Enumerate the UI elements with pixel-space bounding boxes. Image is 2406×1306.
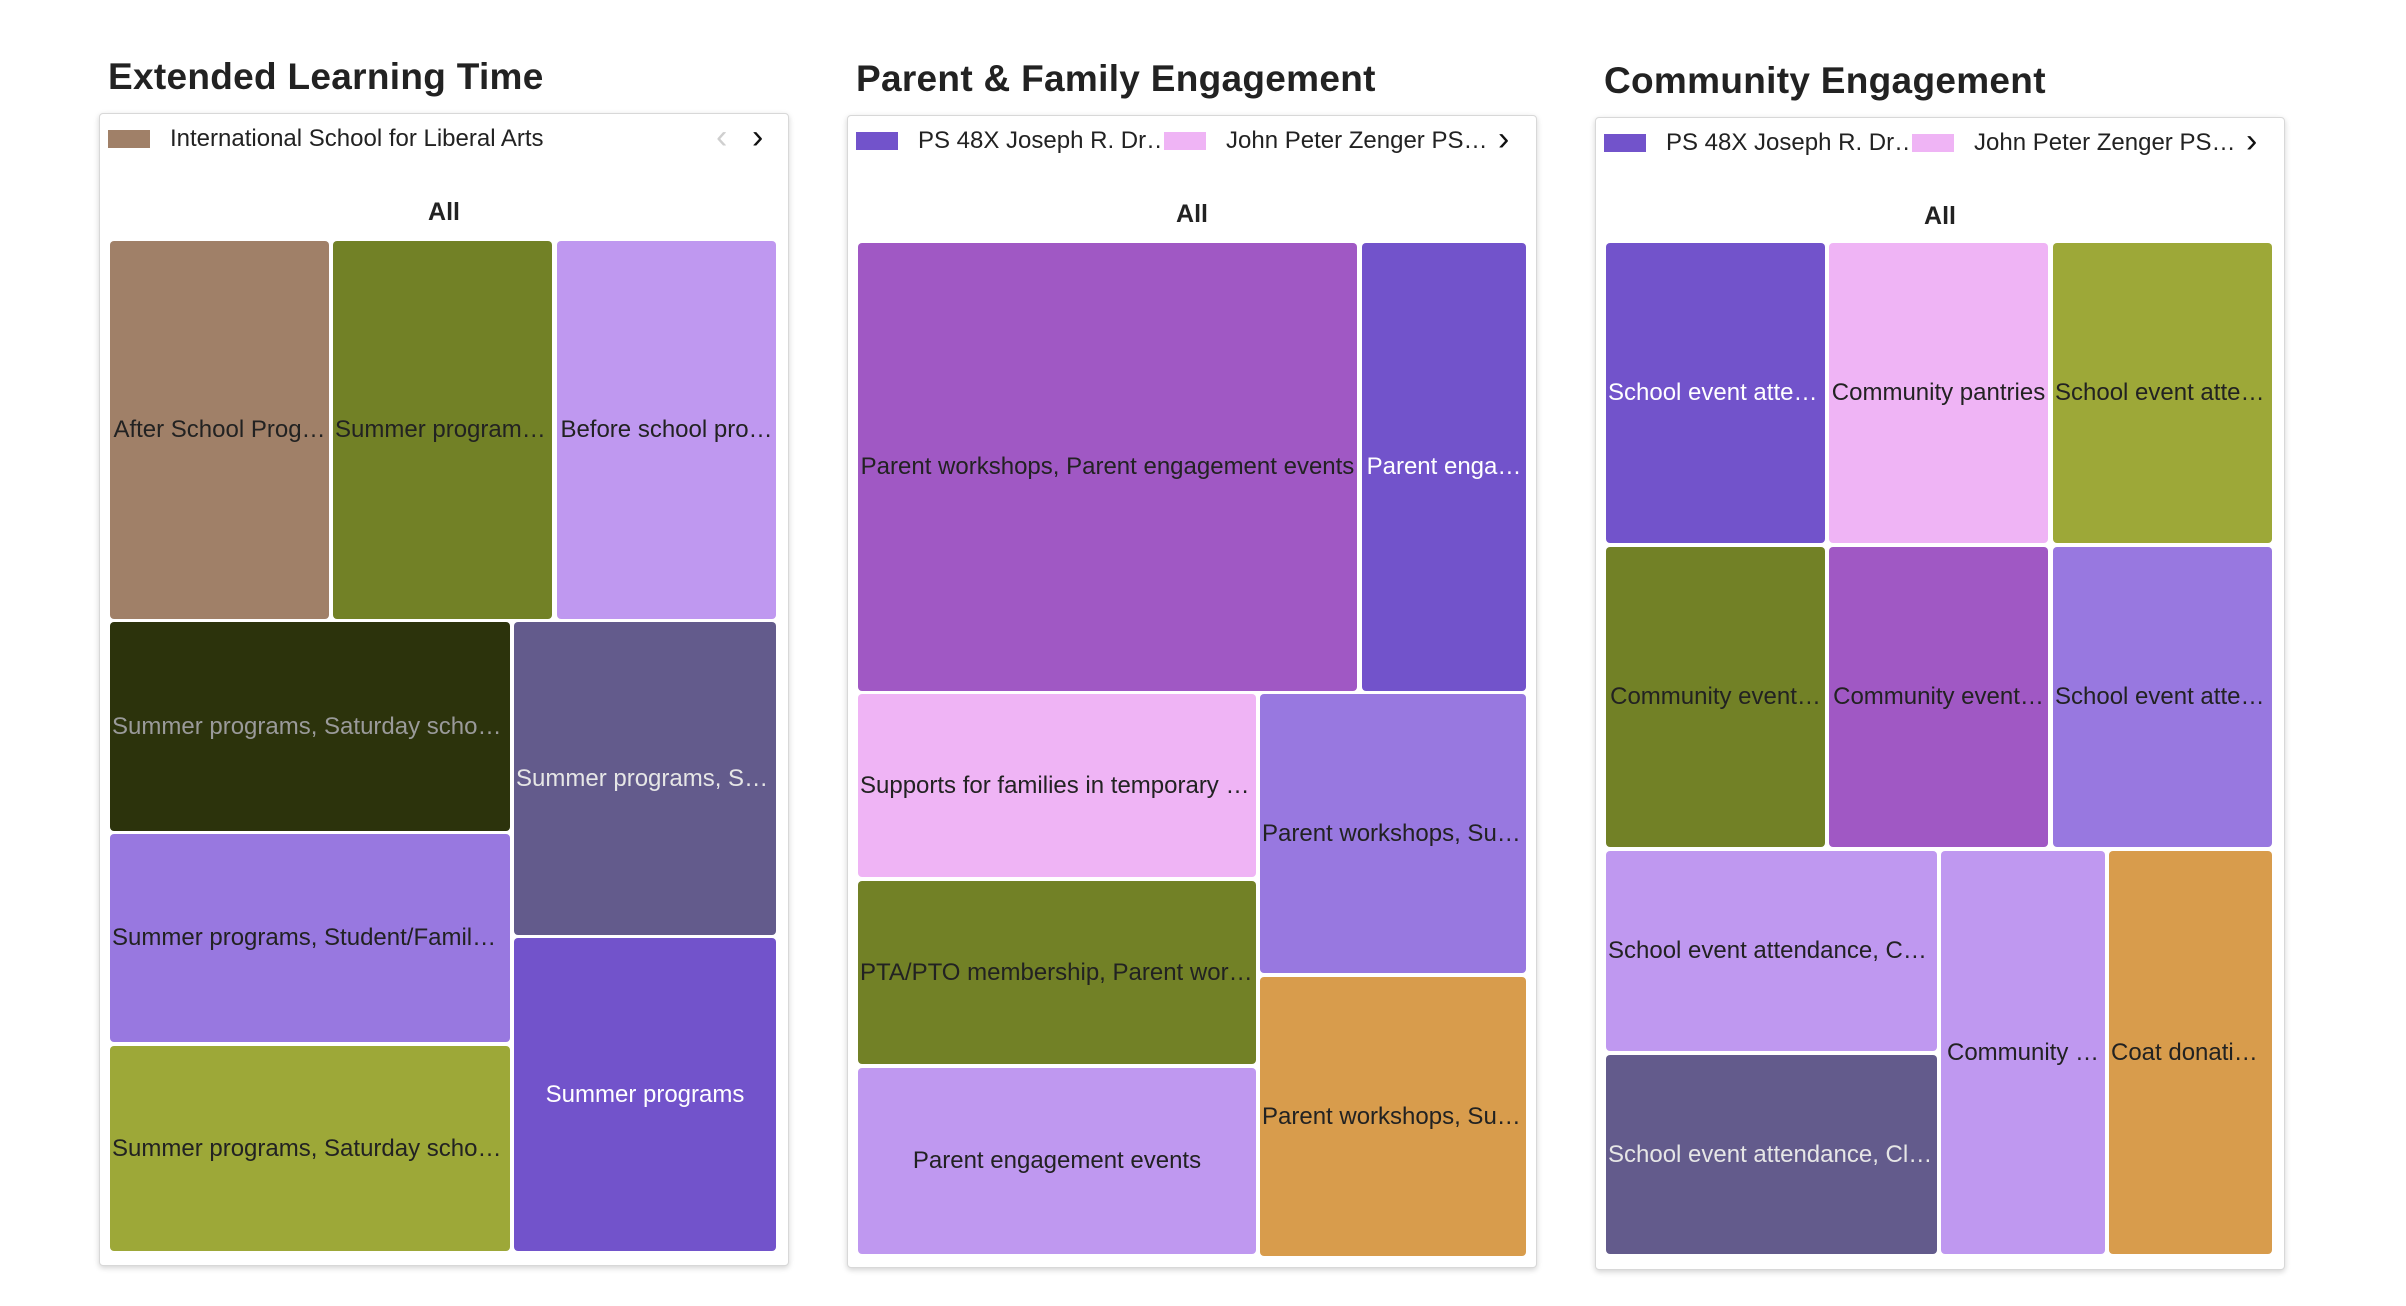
treemap-tile[interactable]: Supports for families in temporary h…: [858, 694, 1256, 877]
chart-title-parent-family: Parent & Family Engagement: [856, 58, 1376, 99]
treemap-tile-label: After School Prog…: [113, 416, 326, 443]
treemap-tile-label: Community event…: [1610, 683, 1821, 710]
treemap-tile-label: School event attendance, Clot…: [1608, 1140, 1937, 1168]
treemap-area: After School Prog… Summer programs… Before…: [100, 114, 788, 1265]
treemap-area: School event atten… Community pantries Sch…: [1596, 118, 2284, 1269]
treemap-tile[interactable]: Community pantries: [1829, 243, 2048, 543]
chart-title-community: Community Engagement: [1604, 60, 2046, 101]
treemap-tile[interactable]: Parent enga…: [1362, 243, 1526, 691]
treemap-tile-label: Summer programs: [545, 1080, 745, 1108]
legend-next-icon[interactable]: ›: [2246, 122, 2258, 160]
treemap-tile-label: School event attendance, Com…: [1608, 937, 1937, 964]
legend: International School for Liberal Arts ‹ …: [100, 114, 788, 164]
legend-item[interactable]: International School for Liberal Arts: [108, 122, 544, 156]
treemap-tile-label: Parent workshops, Parent engagement even…: [860, 453, 1355, 480]
treemap-tile[interactable]: Summer programs: [514, 938, 776, 1251]
treemap-tile[interactable]: Parent workshops, Parent engagement even…: [858, 243, 1357, 691]
chart-card-parent-family: PS 48X Joseph R. Dr… John Peter Zenger P…: [847, 115, 1537, 1268]
legend-swatch: [1912, 134, 1954, 152]
treemap-tile-label: School event atten…: [2055, 683, 2272, 710]
treemap-tile[interactable]: Summer programs…: [333, 241, 552, 619]
legend-label: International School for Liberal Arts: [170, 125, 544, 152]
treemap-tile-label: Before school pro…: [560, 416, 773, 443]
treemap-tile[interactable]: Before school pro…: [557, 241, 776, 619]
legend-label: John Peter Zenger PS…: [1226, 127, 1488, 154]
treemap-tile-label: Supports for families in temporary h…: [860, 771, 1256, 799]
treemap-tile[interactable]: Summer programs, Saturday school, …: [110, 1046, 510, 1251]
treemap-tile-label: Community …: [1946, 1038, 2100, 1066]
treemap-root-label: All: [1924, 202, 1956, 230]
chart-card-community: PS 48X Joseph R. Dr… John Peter Zenger P…: [1595, 117, 2285, 1270]
treemap-tile[interactable]: After School Prog…: [110, 241, 329, 619]
treemap-tile-label: Coat donatio…: [2111, 1038, 2272, 1066]
legend-swatch: [108, 130, 150, 148]
chart-title-extended-learning: Extended Learning Time: [108, 56, 544, 97]
treemap-tile-label: School event atten…: [2055, 379, 2272, 406]
treemap-tile[interactable]: Community event…: [1606, 547, 1825, 847]
treemap-tile-label: Parent engagement events: [912, 1147, 1202, 1174]
treemap-tile[interactable]: Parent workshops, Sup…: [1260, 694, 1526, 973]
legend-item[interactable]: John Peter Zenger PS…: [1164, 124, 1487, 158]
treemap-tile[interactable]: School event atten…: [2053, 547, 2272, 847]
legend-label: PS 48X Joseph R. Dr…: [918, 127, 1171, 154]
treemap-tile-label: PTA/PTO membership, Parent works…: [860, 958, 1256, 986]
treemap-tile[interactable]: Parent engagement events: [858, 1068, 1256, 1254]
treemap-tile-label: Summer programs, Saturday school, …: [112, 712, 510, 740]
legend-item[interactable]: John Peter Zenger PS…: [1912, 126, 2235, 160]
treemap-tile[interactable]: School event atten…: [1606, 243, 1825, 543]
legend-label: PS 48X Joseph R. Dr…: [1666, 129, 1919, 156]
treemap-tile[interactable]: Community event…: [1829, 547, 2048, 847]
treemap-tile[interactable]: Parent workshops, Sup…: [1260, 977, 1526, 1256]
legend: PS 48X Joseph R. Dr… John Peter Zenger P…: [1596, 118, 2284, 168]
treemap-tile[interactable]: Coat donatio…: [2109, 851, 2272, 1254]
legend-label: John Peter Zenger PS…: [1974, 129, 2236, 156]
legend-swatch: [856, 132, 898, 150]
treemap-root-label: All: [428, 198, 460, 226]
treemap-tile[interactable]: School event attendance, Com…: [1606, 851, 1937, 1051]
treemap-tile-label: Summer programs, Saturday school, …: [112, 1134, 510, 1162]
treemap-tile-label: School event atten…: [1608, 379, 1825, 406]
treemap-tile[interactable]: Summer programs, Stu…: [514, 622, 776, 935]
treemap-root-label: All: [1176, 200, 1208, 228]
treemap-tile-label: Parent workshops, Sup…: [1262, 1102, 1526, 1130]
legend-swatch: [1604, 134, 1646, 152]
legend-next-icon[interactable]: ›: [752, 118, 764, 156]
treemap-area: Parent workshops, Parent engagement even…: [848, 116, 1536, 1267]
legend: PS 48X Joseph R. Dr… John Peter Zenger P…: [848, 116, 1536, 166]
legend-item[interactable]: PS 48X Joseph R. Dr…: [1604, 126, 1918, 160]
treemap-tile-label: Summer programs, Stu…: [516, 764, 776, 792]
treemap-tile[interactable]: School event attendance, Clot…: [1606, 1055, 1937, 1254]
treemap-tile[interactable]: Summer programs, Student/Family s…: [110, 834, 510, 1042]
treemap-tile[interactable]: Community …: [1941, 851, 2105, 1254]
legend-swatch: [1164, 132, 1206, 150]
legend-next-icon[interactable]: ›: [1498, 120, 1510, 158]
treemap-tile[interactable]: Summer programs, Saturday school, …: [110, 622, 510, 831]
chart-card-extended-learning: International School for Liberal Arts ‹ …: [99, 113, 789, 1266]
treemap-tile-label: Parent enga…: [1366, 453, 1522, 480]
legend-prev-icon[interactable]: ‹: [716, 118, 728, 156]
treemap-tile[interactable]: PTA/PTO membership, Parent works…: [858, 881, 1256, 1064]
treemap-tile[interactable]: School event atten…: [2053, 243, 2272, 543]
treemap-tile-label: Community pantries: [1831, 379, 2046, 406]
treemap-tile-label: Summer programs, Student/Family s…: [112, 924, 510, 951]
treemap-tile-label: Summer programs…: [335, 416, 552, 443]
treemap-tile-label: Community event…: [1833, 683, 2044, 710]
treemap-tile-label: Parent workshops, Sup…: [1262, 819, 1526, 847]
legend-item[interactable]: PS 48X Joseph R. Dr…: [856, 124, 1170, 158]
